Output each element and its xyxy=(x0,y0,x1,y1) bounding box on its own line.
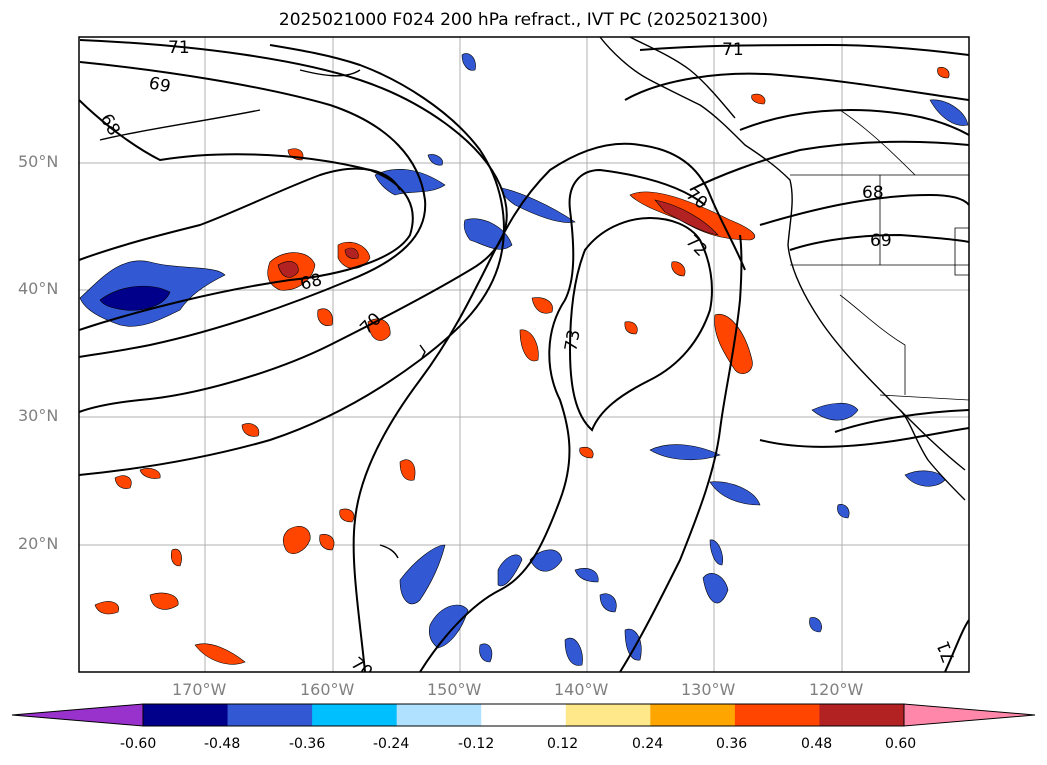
contour-label: 69 xyxy=(147,73,172,97)
negative-anomaly-shading xyxy=(79,53,969,666)
borders xyxy=(790,109,969,401)
contour-label: 68 xyxy=(862,183,884,203)
coastlines xyxy=(99,37,966,559)
latitude-label: 40°N xyxy=(18,279,59,298)
colorbar-tick-label: 0.48 xyxy=(801,736,833,752)
contour-label: 73 xyxy=(561,328,584,353)
map-plot-area: 71 71 69 68 70 72 68 69 68 70 73 70 71 xyxy=(79,37,969,683)
colorbar-segment xyxy=(143,704,229,726)
colorbar-tick-label: 0.36 xyxy=(716,736,748,752)
colorbar xyxy=(11,703,1036,727)
colorbar-segment xyxy=(312,704,398,726)
longitude-label: 140°W xyxy=(554,680,609,699)
colorbar-tick-label: 0.24 xyxy=(632,736,664,752)
colorbar-segment xyxy=(734,704,820,726)
colorbar-tick-label: 0.12 xyxy=(547,736,579,752)
colorbar-tick-label: -0.12 xyxy=(458,736,495,752)
colorbar-tick-label: 0.60 xyxy=(885,736,917,752)
contour-label: 69 xyxy=(870,231,892,251)
colorbar-extend-low xyxy=(11,703,144,727)
map-frame xyxy=(78,36,970,673)
refractivity-contours xyxy=(79,39,969,672)
colorbar-tick-label: -0.60 xyxy=(120,736,157,752)
contour-label: 70 xyxy=(347,654,376,683)
colorbar-segment xyxy=(227,704,313,726)
longitude-label: 160°W xyxy=(300,680,355,699)
contour-label: 71 xyxy=(934,638,960,665)
positive-anomaly-shading xyxy=(94,67,950,665)
longitude-label: 120°W xyxy=(809,680,864,699)
contour-label: 71 xyxy=(168,38,190,58)
colorbar-extend-high xyxy=(903,703,1036,727)
longitude-label: 130°W xyxy=(681,680,736,699)
map-title: 2025021000 F024 200 hPa refract., IVT PC… xyxy=(278,10,769,30)
colorbar-tick-label: -0.48 xyxy=(204,736,241,752)
latitude-label: 30°N xyxy=(18,406,59,425)
colorbar-tick-label: -0.36 xyxy=(289,736,326,752)
colorbar-segment xyxy=(819,704,905,726)
colorbar-segment xyxy=(481,704,567,726)
colorbar-segment xyxy=(565,704,651,726)
contour-label-group: 71 71 69 68 70 72 68 69 68 70 73 70 71 xyxy=(96,38,960,683)
colorbar-tick-label: -0.24 xyxy=(373,736,410,752)
gridlines xyxy=(79,37,969,672)
colorbar-outline xyxy=(142,703,905,727)
colorbar-segment xyxy=(396,704,482,726)
longitude-label: 170°W xyxy=(172,680,227,699)
latitude-label: 20°N xyxy=(18,534,59,553)
contour-label: 71 xyxy=(722,40,744,60)
latitude-label: 50°N xyxy=(18,152,59,171)
colorbar-segment xyxy=(650,704,736,726)
longitude-label: 150°W xyxy=(427,680,482,699)
